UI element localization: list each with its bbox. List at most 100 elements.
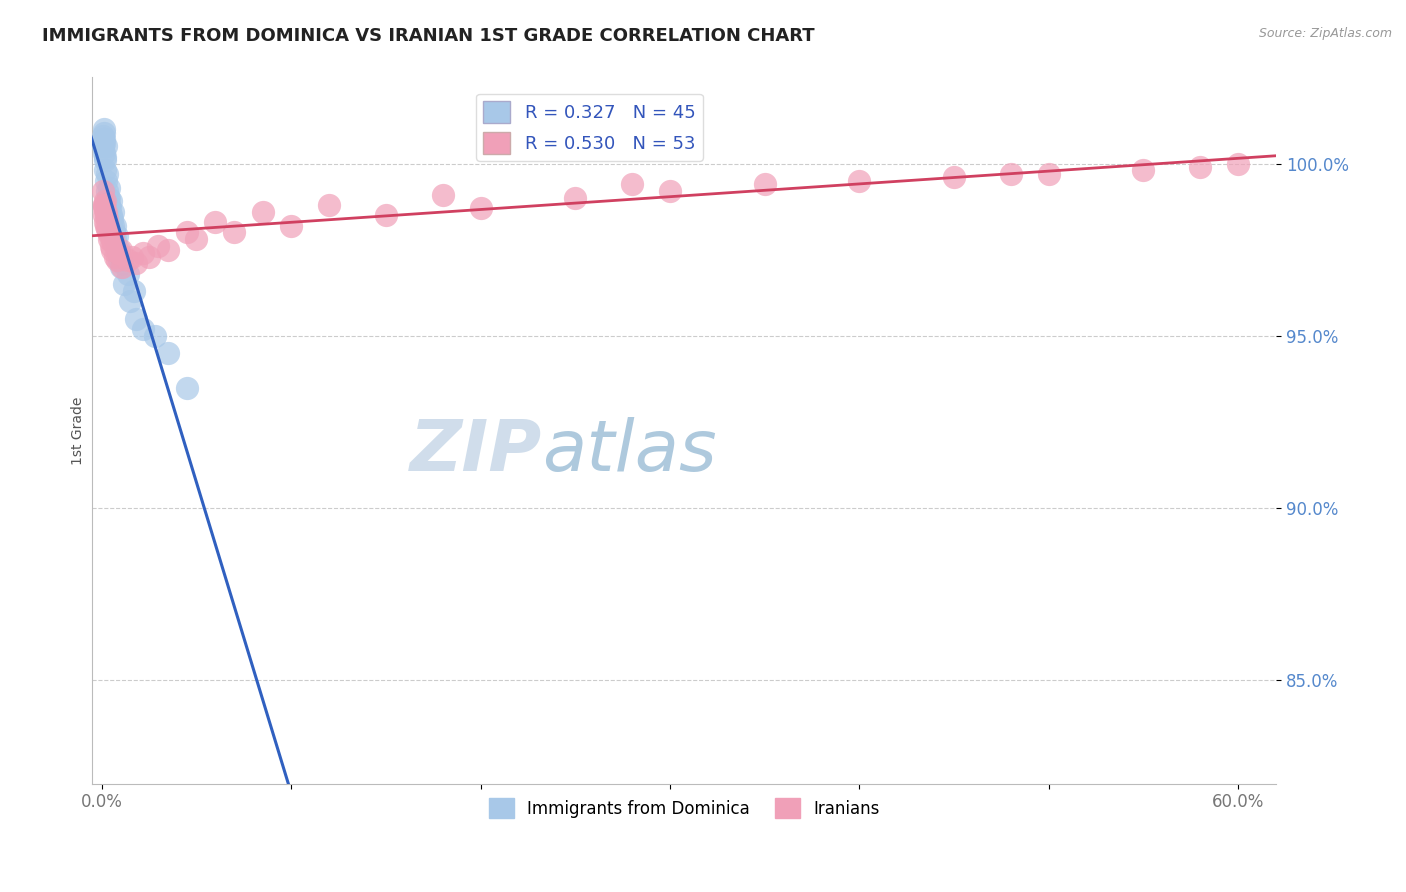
Point xyxy=(101,211,124,226)
Point xyxy=(1132,163,1154,178)
Point xyxy=(186,232,208,246)
Point xyxy=(93,122,115,136)
Point xyxy=(105,253,128,268)
Point xyxy=(432,187,454,202)
Point xyxy=(111,256,134,270)
Point xyxy=(176,226,198,240)
Point xyxy=(122,284,145,298)
Point xyxy=(621,178,644,192)
Point xyxy=(252,204,274,219)
Point xyxy=(91,139,114,153)
Point xyxy=(98,191,121,205)
Point xyxy=(107,253,129,268)
Point xyxy=(110,260,132,274)
Point xyxy=(94,219,117,233)
Point xyxy=(120,294,142,309)
Point xyxy=(94,150,117,164)
Point xyxy=(125,256,148,270)
Point xyxy=(117,267,139,281)
Point xyxy=(94,163,117,178)
Point xyxy=(93,202,115,216)
Point xyxy=(98,215,121,229)
Point xyxy=(156,346,179,360)
Point xyxy=(318,198,340,212)
Point xyxy=(101,232,124,246)
Point xyxy=(94,194,117,209)
Point xyxy=(101,243,124,257)
Point xyxy=(94,153,117,168)
Point xyxy=(156,243,179,257)
Point xyxy=(97,191,120,205)
Point xyxy=(93,208,115,222)
Point xyxy=(103,226,125,240)
Point xyxy=(97,198,120,212)
Point xyxy=(138,250,160,264)
Point xyxy=(101,235,124,250)
Point xyxy=(374,208,396,222)
Point xyxy=(204,215,226,229)
Text: IMMIGRANTS FROM DOMINICA VS IRANIAN 1ST GRADE CORRELATION CHART: IMMIGRANTS FROM DOMINICA VS IRANIAN 1ST … xyxy=(42,27,815,45)
Text: atlas: atlas xyxy=(543,417,717,486)
Point xyxy=(93,198,115,212)
Point xyxy=(93,146,115,161)
Point xyxy=(100,194,122,209)
Point xyxy=(96,211,118,226)
Point xyxy=(101,219,124,233)
Point xyxy=(98,232,121,246)
Text: Source: ZipAtlas.com: Source: ZipAtlas.com xyxy=(1258,27,1392,40)
Point xyxy=(117,253,139,268)
Point xyxy=(1227,156,1250,170)
Point xyxy=(104,250,127,264)
Point xyxy=(104,219,127,233)
Point xyxy=(96,184,118,198)
Point xyxy=(943,170,966,185)
Point xyxy=(93,136,115,150)
Point xyxy=(100,208,122,222)
Point xyxy=(658,184,681,198)
Point xyxy=(91,184,114,198)
Point xyxy=(98,228,121,243)
Point xyxy=(125,311,148,326)
Point xyxy=(101,204,124,219)
Point xyxy=(148,239,170,253)
Point xyxy=(132,246,155,260)
Point xyxy=(848,174,870,188)
Point xyxy=(93,132,115,146)
Point xyxy=(176,380,198,394)
Legend: Immigrants from Dominica, Iranians: Immigrants from Dominica, Iranians xyxy=(482,791,886,825)
Point xyxy=(105,228,128,243)
Point xyxy=(111,260,134,274)
Point xyxy=(94,139,117,153)
Point xyxy=(224,226,246,240)
Point xyxy=(105,243,128,257)
Point xyxy=(112,277,135,292)
Point xyxy=(104,232,127,246)
Point xyxy=(110,243,132,257)
Point xyxy=(1189,160,1212,174)
Point xyxy=(91,128,114,143)
Y-axis label: 1st Grade: 1st Grade xyxy=(72,396,86,465)
Point xyxy=(97,226,120,240)
Point xyxy=(100,239,122,253)
Point xyxy=(93,126,115,140)
Point xyxy=(94,215,117,229)
Text: ZIP: ZIP xyxy=(409,417,543,486)
Point xyxy=(96,174,118,188)
Point xyxy=(96,198,118,212)
Point xyxy=(754,178,776,192)
Point xyxy=(143,329,166,343)
Point xyxy=(280,219,302,233)
Point xyxy=(96,222,118,236)
Point xyxy=(98,180,121,194)
Point xyxy=(1000,167,1022,181)
Point xyxy=(93,198,115,212)
Point xyxy=(470,202,492,216)
Point xyxy=(564,191,586,205)
Point xyxy=(98,202,121,216)
Point xyxy=(97,219,120,233)
Point xyxy=(96,204,118,219)
Point xyxy=(121,250,143,264)
Point xyxy=(97,208,120,222)
Point xyxy=(96,167,118,181)
Point xyxy=(96,208,118,222)
